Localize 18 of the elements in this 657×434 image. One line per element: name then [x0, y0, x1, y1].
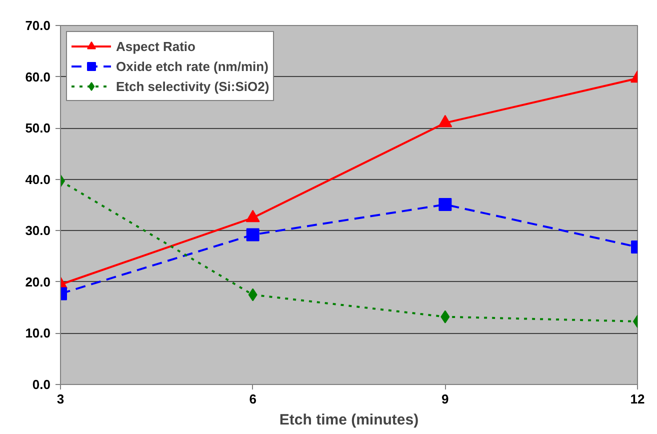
legend-label: Oxide etch rate (nm/min) [116, 58, 268, 74]
point [246, 210, 260, 222]
y-tick-label: 20.0 [25, 274, 51, 290]
y-tick-label: 70.0 [25, 18, 51, 33]
x-tick-label: 6 [249, 392, 256, 406]
y-tick-label: 50.0 [25, 120, 51, 136]
legend-label: Etch selectivity (Si:SiO2) [116, 78, 270, 94]
x-tick-label: 3 [56, 392, 64, 406]
y-tick-label: 40.0 [25, 172, 51, 187]
x-tick-label: 9 [442, 392, 449, 406]
y-tick-label: 10.0 [25, 326, 51, 341]
x-tick-label: 12 [630, 392, 645, 406]
point [438, 114, 452, 128]
y-tick-label: 0.0 [32, 377, 51, 392]
x-axis-title: Etch time (minutes) [279, 412, 419, 428]
legend-label: Aspect Ratio [116, 38, 196, 54]
y-tick-label: 30.0 [25, 223, 51, 238]
y-tick-label: 60.0 [25, 69, 51, 84]
